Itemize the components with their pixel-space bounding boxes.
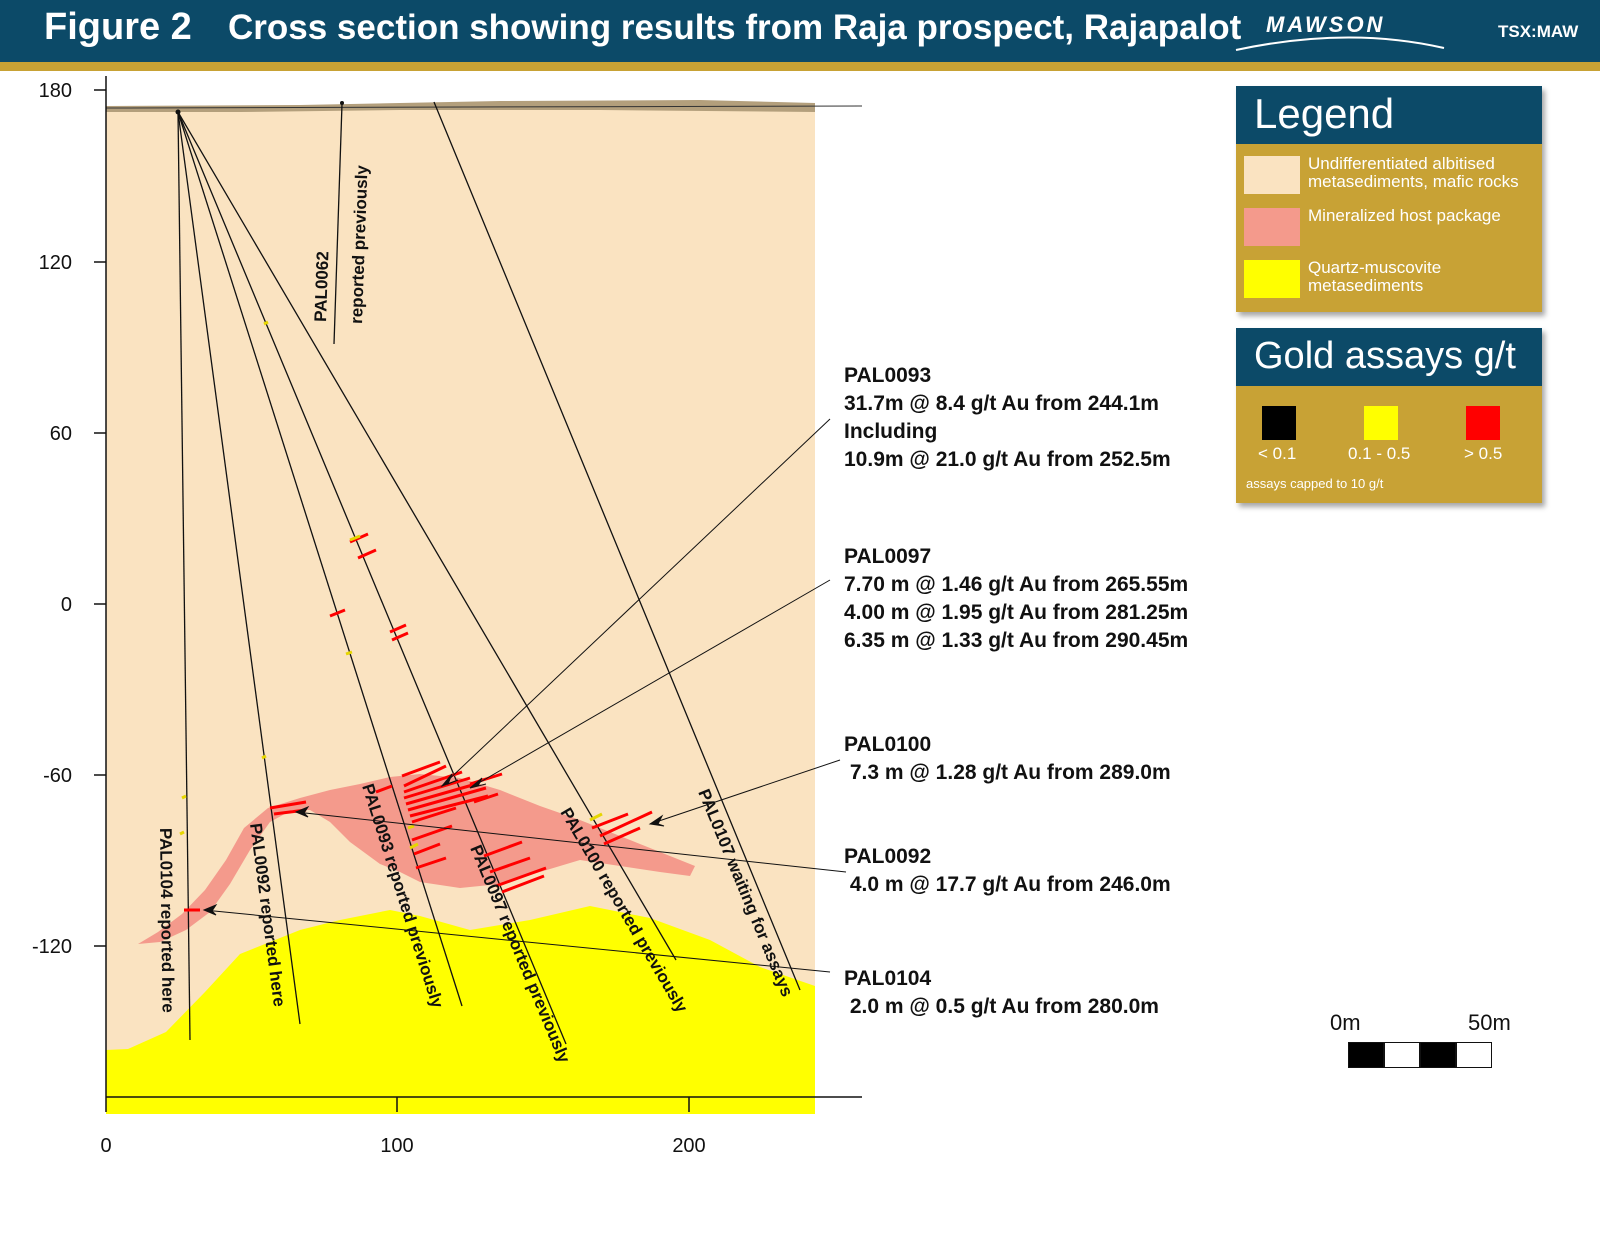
collar-marker (175, 109, 181, 115)
ticker-symbol: TSX:MAW (1498, 22, 1579, 41)
legend-label: Mineralized host package (1308, 206, 1501, 225)
quartz-muscovite-zone (106, 906, 815, 1114)
y-tick-label: 180 (39, 80, 72, 102)
leader-arrowhead (648, 814, 665, 827)
y-tick-labels: 180 120 60 0 -60 -120 (32, 80, 72, 958)
legend-swatch (1244, 260, 1300, 298)
legend-title: Legend (1236, 86, 1542, 144)
legend-label: Undifferentiated albitised metasediments… (1308, 154, 1519, 191)
scale-segment (1348, 1042, 1384, 1068)
y-tick-label: 60 (50, 423, 72, 445)
y-tick-label: 120 (39, 252, 72, 274)
assay-swatch-high (1466, 406, 1500, 440)
mawson-logo: MAWSON (1228, 8, 1478, 56)
legend-item-quartz-muscovite: Quartz-muscovite metasediments (1244, 258, 1544, 300)
annotation-pal0104: PAL0104 2.0 m @ 0.5 g/t Au from 280.0m (844, 965, 1159, 1021)
assay-mid-segments (179, 320, 603, 850)
axes (94, 76, 862, 1112)
scale-bar: 0m 50m (1330, 1010, 1511, 1070)
collar-marker (340, 101, 344, 105)
annotation-pal0097: PAL0097 7.70 m @ 1.46 g/t Au from 265.55… (844, 543, 1188, 655)
x-tick-labels: 0 100 200 (100, 1135, 705, 1157)
legend-label: Quartz-muscovite metasediments (1308, 258, 1442, 295)
annotation-hole-id: PAL0104 (844, 967, 932, 990)
annotation-hole-id: PAL0100 (844, 733, 932, 756)
annotation-line: 6.35 m @ 1.33 g/t Au from 290.45m (844, 629, 1189, 652)
scale-end-label: 50m (1468, 1010, 1511, 1035)
trace-pal0097 (177, 111, 567, 1045)
overburden-layer (106, 100, 815, 112)
topography-line (105, 105, 863, 109)
y-tick-label: -60 (43, 765, 72, 787)
gold-assays-title: Gold assays g/t (1236, 328, 1542, 386)
drillhole-label-pal0062: PAL0062 (311, 251, 332, 322)
leader-arrowhead (294, 805, 310, 818)
legend-swatch (1244, 156, 1300, 194)
figure-label: Figure 2 (44, 6, 192, 48)
annotation-line: 4.00 m @ 1.95 g/t Au from 281.25m (844, 601, 1189, 624)
legend-item-mineralized: Mineralized host package (1244, 206, 1544, 248)
annotation-leaders (202, 418, 847, 973)
x-tick-label: 0 (100, 1135, 111, 1157)
annotation-line: 7.3 m @ 1.28 g/t Au from 289.0m (844, 761, 1171, 784)
header-accent-stripe (0, 62, 1600, 71)
annotation-line: 7.70 m @ 1.46 g/t Au from 265.55m (844, 573, 1189, 596)
legend-item-host-rock: Undifferentiated albitised metasediments… (1244, 154, 1544, 196)
assay-class-label: > 0.5 (1464, 444, 1503, 463)
annotation-hole-id: PAL0097 (844, 545, 932, 568)
annotation-line: 4.0 m @ 17.7 g/t Au from 246.0m (844, 873, 1171, 896)
logo-swoosh-icon (1235, 36, 1445, 51)
annotation-line: Including (844, 420, 938, 443)
trace-pal0107 (433, 101, 801, 991)
x-tick-label: 100 (380, 1135, 413, 1157)
cross-section-diagram: 180 120 60 0 -60 -120 0 100 200 PAL0104 … (32, 76, 863, 1157)
legend-swatch (1244, 208, 1300, 246)
trace-pal0092 (177, 111, 301, 1025)
header-bar: Figure 2 Cross section showing results f… (0, 0, 1600, 62)
assay-swatch-mid (1364, 406, 1398, 440)
annotation-pal0100: PAL0100 7.3 m @ 1.28 g/t Au from 289.0m (844, 731, 1171, 787)
scale-segment (1384, 1042, 1420, 1068)
x-tick-label: 200 (672, 1135, 705, 1157)
annotation-line: 10.9m @ 21.0 g/t Au from 252.5m (844, 448, 1171, 471)
annotation-line: 31.7m @ 8.4 g/t Au from 244.1m (844, 392, 1159, 415)
annotation-hole-id: PAL0092 (844, 845, 932, 868)
assay-class-label: < 0.1 (1258, 444, 1297, 463)
annotation-hole-id: PAL0093 (844, 364, 932, 387)
trace-pal0062 (333, 103, 343, 345)
leader-arrowhead (440, 773, 459, 788)
logo-text: MAWSON (1266, 12, 1386, 37)
y-tick-label: -120 (32, 936, 72, 958)
assay-swatch-low (1262, 406, 1296, 440)
scale-segment (1456, 1042, 1492, 1068)
leader-arrowhead (469, 777, 487, 789)
annotation-pal0092: PAL0092 4.0 m @ 17.7 g/t Au from 246.0m (844, 843, 1171, 899)
scale-segment (1420, 1042, 1456, 1068)
gold-assays-panel: Gold assays g/t < 0.1 0.1 - 0.5 > 0.5 as… (1236, 328, 1542, 503)
assay-cap-note: assays capped to 10 g/t (1246, 476, 1384, 491)
mineralized-host-package (138, 774, 695, 944)
trace-pal0093 (177, 111, 463, 1007)
y-tick-label: 0 (61, 594, 72, 616)
annotation-line: 2.0 m @ 0.5 g/t Au from 280.0m (844, 995, 1159, 1018)
legend-panel: Legend Undifferentiated albitised metase… (1236, 86, 1542, 312)
leader-arrowhead (202, 903, 218, 916)
scale-start-label: 0m (1330, 1010, 1361, 1035)
figure-title: Cross section showing results from Raja … (228, 8, 1242, 47)
drillhole-label-pal0104: PAL0104 reported here (156, 828, 178, 1013)
trace-pal0104 (177, 111, 191, 1041)
annotation-pal0093: PAL0093 31.7m @ 8.4 g/t Au from 244.1m I… (844, 362, 1171, 474)
assay-class-label: 0.1 - 0.5 (1348, 444, 1411, 463)
